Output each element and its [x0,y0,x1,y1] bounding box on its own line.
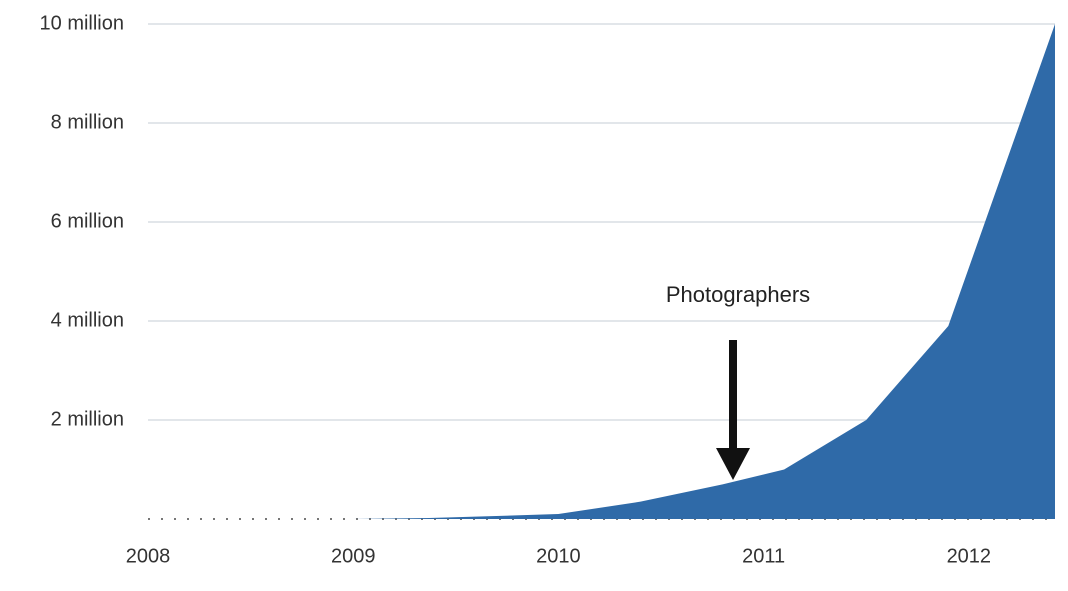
y-tick-label: 2 million [51,408,124,430]
y-tick-label: 8 million [51,111,124,133]
y-tick-label: 10 million [40,12,124,34]
y-tick-label: 6 million [51,210,124,232]
x-tick-label: 2012 [947,545,992,567]
annotation: Photographers [666,282,810,307]
y-tick-label: 4 million [51,309,124,331]
x-tick-label: 2011 [742,545,785,567]
x-tick-label: 2008 [126,545,171,567]
x-tick-label: 2010 [536,545,581,567]
x-tick-label: 2009 [331,545,376,567]
annotation-arrowhead [716,448,750,480]
area [148,24,1055,519]
